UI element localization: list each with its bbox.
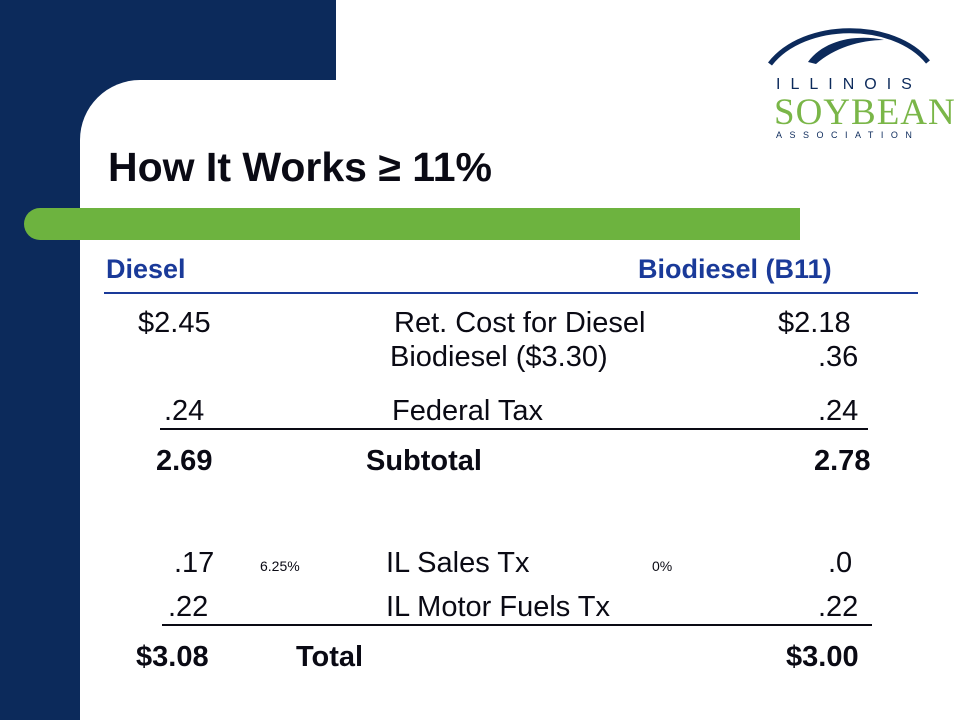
biodiesel-column-header: Biodiesel (B11) bbox=[638, 254, 832, 284]
logo-arc-icon bbox=[768, 28, 930, 66]
federal-tax-label: Federal Tax bbox=[392, 395, 543, 427]
title-accent-bar bbox=[24, 208, 800, 240]
total-label: Total bbox=[296, 641, 364, 673]
sales-tax-diesel-value: .17 bbox=[174, 547, 215, 579]
total-diesel-value: $3.08 bbox=[136, 641, 209, 673]
ret-cost-label: Ret. Cost for Diesel bbox=[394, 307, 646, 339]
motor-fuels-diesel-value: .22 bbox=[168, 591, 209, 623]
sales-tax-label: IL Sales Tx bbox=[386, 547, 530, 579]
logo-illinois-text: ILLINOIS bbox=[776, 76, 922, 93]
logo-soybean-text: SOYBEAN bbox=[774, 92, 956, 133]
sales-tax-diesel-rate: 6.25% bbox=[260, 558, 300, 574]
motor-fuels-underline bbox=[162, 624, 872, 626]
sales-tax-bio-rate: 0% bbox=[652, 558, 673, 574]
column-header-row: Diesel Biodiesel (B11) bbox=[104, 254, 918, 294]
ret-cost-bio-value: $2.18 bbox=[778, 307, 851, 339]
total-bio-value: $3.00 bbox=[786, 641, 859, 673]
motor-fuels-bio-value: .22 bbox=[818, 591, 859, 623]
subtotal-bio-value: 2.78 bbox=[814, 445, 871, 477]
biodiesel-bio-value: .36 bbox=[818, 341, 859, 373]
subtotal-diesel-value: 2.69 bbox=[156, 445, 213, 477]
logo-association-text: ASSOCIATION bbox=[776, 130, 920, 140]
sales-tax-bio-value: .0 bbox=[828, 547, 853, 579]
subtotal-label: Subtotal bbox=[366, 445, 482, 477]
federal-tax-bio-value: .24 bbox=[818, 395, 859, 427]
motor-fuels-label: IL Motor Fuels Tx bbox=[386, 591, 611, 623]
federal-tax-underline bbox=[160, 428, 868, 430]
content-panel bbox=[80, 80, 960, 720]
biodiesel-label: Biodiesel ($3.30) bbox=[390, 341, 608, 373]
illinois-soybean-logo: ILLINOIS SOYBEAN ASSOCIATION bbox=[764, 18, 956, 140]
slide-title: How It Works ≥ 11% bbox=[108, 144, 493, 190]
federal-tax-diesel-value: .24 bbox=[164, 395, 205, 427]
diesel-column-header: Diesel bbox=[106, 254, 186, 284]
ret-cost-diesel-value: $2.45 bbox=[138, 307, 211, 339]
